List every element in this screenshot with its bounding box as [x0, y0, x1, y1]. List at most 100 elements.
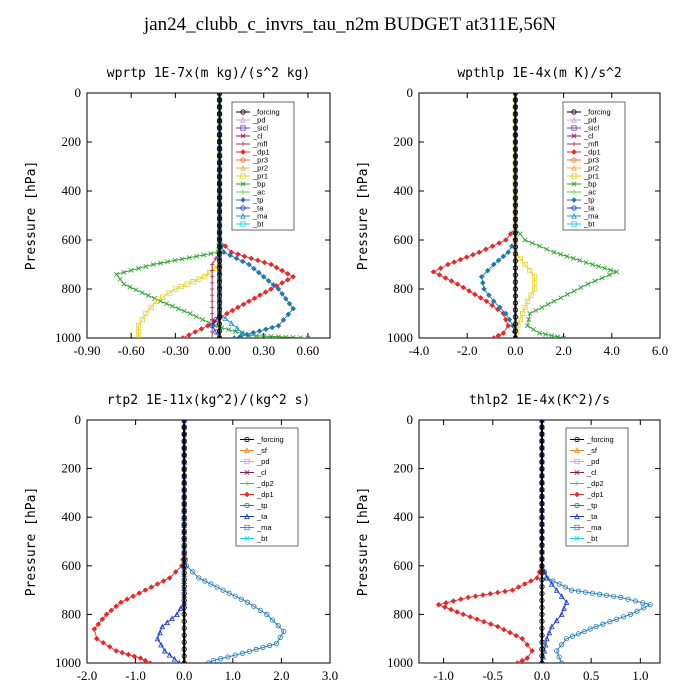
point-forcing — [539, 542, 545, 548]
point-ta — [548, 580, 555, 587]
point-forcing — [512, 111, 519, 117]
point-dp1 — [483, 246, 489, 252]
legend-marker-dp1 — [571, 149, 577, 155]
point-tp — [233, 255, 240, 262]
point-tp — [562, 584, 568, 590]
point-pr1 — [524, 298, 531, 304]
panel-3: rtp2 1E-11x(kg^2)/(kg^2 s) Pressure [hPa]… — [24, 393, 338, 683]
legend-label-ta: _ta — [252, 204, 264, 213]
point-forcing — [539, 549, 545, 555]
point-tp — [232, 652, 238, 658]
y-tick-label: 200 — [62, 461, 82, 476]
point-dp1 — [99, 616, 106, 623]
point-forcing — [216, 146, 223, 152]
point-forcing — [216, 132, 223, 138]
legend-box — [562, 101, 626, 231]
point-tp — [596, 591, 603, 597]
legend-marker-ma — [571, 212, 577, 219]
point-forcing — [539, 445, 545, 451]
point-tp — [556, 654, 562, 660]
legend-label-bp: _bp — [252, 180, 266, 189]
point-dp1 — [494, 589, 501, 596]
point-forcing — [181, 542, 187, 548]
point-forcing — [512, 258, 519, 264]
point-mfl — [209, 286, 215, 292]
point-tp — [641, 605, 647, 611]
point-forcing — [181, 493, 187, 499]
legend-marker-ac — [571, 189, 577, 195]
legend-marker-sf — [574, 447, 580, 454]
point-bp — [555, 334, 561, 338]
point-bp — [551, 298, 557, 304]
y-tick-label: 600 — [394, 232, 414, 247]
point-dp1 — [437, 265, 444, 271]
legend-label-ta: _ta — [256, 512, 268, 521]
point-ma — [222, 315, 229, 321]
point-bp — [165, 259, 171, 265]
point-tp — [618, 594, 624, 600]
point-dp1 — [125, 651, 132, 658]
point-forcing — [539, 590, 545, 597]
point-dp1 — [502, 237, 509, 243]
x-tick-label: -1.0 — [433, 668, 454, 683]
point-forcing — [216, 118, 223, 124]
point-bp — [164, 301, 170, 307]
point-bp — [128, 267, 134, 273]
legend-label-bt: _bt — [252, 220, 264, 229]
point-dp1 — [131, 653, 138, 660]
point-dp1 — [502, 588, 508, 595]
point-dp1 — [430, 269, 437, 275]
point-forcing — [512, 125, 519, 131]
legend-marker-ta — [571, 205, 577, 211]
point-forcing — [512, 244, 519, 250]
figure-title: jan24_clubb_c_invrs_tau_n2m BUDGET at311… — [143, 14, 557, 35]
point-bp — [530, 326, 536, 332]
legend-marker-pd — [240, 116, 246, 123]
point-pr1 — [532, 274, 538, 280]
point-dp1 — [472, 291, 478, 298]
point-tp — [593, 623, 599, 630]
point-forcing — [216, 293, 223, 299]
point-bp — [150, 262, 156, 267]
legend-marker-sf — [244, 447, 250, 454]
point-ta — [177, 605, 184, 611]
point-dp1 — [477, 295, 484, 301]
point-bp — [175, 306, 181, 312]
legend-label-ma: _ma — [252, 212, 268, 221]
point-forcing — [181, 639, 187, 645]
point-dp1 — [172, 569, 179, 575]
point-tp — [625, 596, 631, 602]
point-tp — [270, 282, 277, 288]
panel-2: wpthlp 1E-4x(m K)/s^2 Pressure [hPa] 0 200 4… — [356, 66, 668, 358]
point-pr1 — [178, 283, 184, 290]
point-forcing — [181, 438, 187, 444]
point-bp — [564, 291, 570, 297]
point-dp1 — [241, 253, 248, 260]
point-pr1 — [532, 286, 538, 292]
point-forcing — [512, 146, 519, 152]
point-pr1 — [532, 280, 538, 286]
point-dp1 — [142, 587, 149, 593]
legend-label-bt: _bt — [256, 534, 268, 543]
legend-marker-dp1 — [244, 491, 250, 498]
point-tp — [214, 584, 220, 590]
point-dp1 — [235, 251, 241, 258]
point-dp1 — [273, 264, 280, 271]
point-forcing — [512, 314, 519, 320]
point-dp1 — [235, 304, 241, 311]
point-tp — [581, 628, 587, 635]
point-dp1 — [454, 281, 461, 287]
point-bp — [539, 304, 545, 310]
legend-label-forcing: _forcing — [586, 435, 614, 444]
x-tick-label: -2.0 — [457, 343, 478, 358]
point-forcing — [216, 93, 223, 96]
point-dp1 — [470, 251, 476, 258]
legend-marker-tp — [240, 197, 246, 203]
point-bp — [571, 288, 577, 294]
point-ma — [228, 320, 235, 326]
point-forcing — [512, 181, 519, 187]
point-ta — [159, 623, 166, 630]
point-dp1 — [142, 657, 149, 663]
point-tp — [505, 249, 511, 256]
legend-marker-pd — [574, 458, 580, 465]
